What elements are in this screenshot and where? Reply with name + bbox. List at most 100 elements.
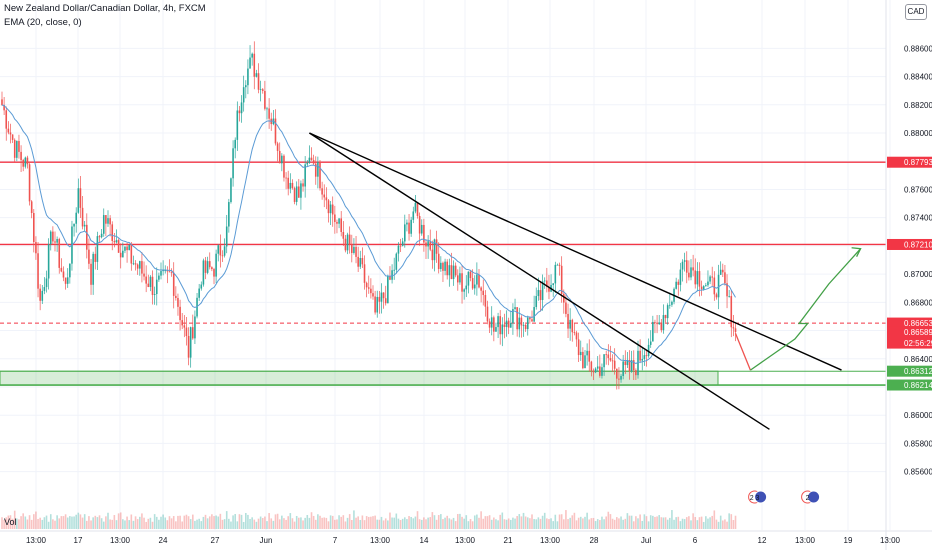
candle-body — [692, 267, 694, 271]
volume-bar — [162, 514, 164, 529]
candle-body — [730, 296, 733, 328]
candle-body — [134, 263, 137, 265]
candle-body — [122, 250, 124, 258]
volume-bar — [582, 518, 584, 529]
candle-body — [397, 245, 400, 254]
candle-body — [446, 261, 448, 276]
candle-body — [679, 269, 682, 285]
volume-bar — [300, 517, 302, 529]
candle-body — [136, 264, 139, 269]
candle-body — [334, 214, 336, 222]
price-label-bg — [887, 379, 932, 391]
volume-bar — [58, 518, 61, 529]
volume-bar — [30, 519, 33, 529]
candle-body — [83, 224, 86, 227]
volume-bar — [206, 518, 209, 529]
price-label-bg — [887, 156, 932, 168]
candle-body — [189, 327, 192, 358]
volume-bar — [278, 519, 281, 529]
candle-body — [308, 157, 311, 163]
candle-body — [660, 322, 663, 331]
candle-body — [62, 271, 65, 278]
candle-body — [654, 321, 656, 323]
candle-body — [1, 99, 3, 106]
volume-bar — [372, 516, 374, 529]
candle-body — [563, 293, 565, 303]
time-tick-label: 28 — [590, 536, 599, 545]
volume-bar — [240, 514, 243, 529]
candle-body — [376, 296, 379, 313]
candle-body — [516, 307, 518, 330]
candle-body — [331, 204, 334, 215]
volume-bar — [281, 515, 283, 529]
candle-body — [16, 141, 18, 158]
volume-bar — [478, 517, 480, 529]
candle-body — [319, 162, 321, 189]
currency-badge[interactable]: CAD — [905, 4, 927, 20]
candle-body — [728, 296, 730, 297]
candle-body — [537, 290, 540, 297]
volume-bar — [236, 521, 239, 529]
candle-body — [278, 150, 281, 164]
volume-bar — [730, 514, 733, 529]
currency-badge-label: CAD — [907, 7, 925, 16]
volume-bar — [548, 519, 550, 529]
volume-bar — [223, 519, 226, 529]
candle-body — [666, 305, 669, 319]
candle-body — [323, 194, 326, 198]
candle-body — [459, 273, 461, 283]
volume-bar — [194, 520, 196, 529]
volume-bar — [596, 519, 599, 529]
volume-bar — [3, 519, 5, 529]
time-tick-label: 6 — [693, 536, 698, 545]
volume-bar — [160, 516, 162, 529]
candle-body — [688, 272, 690, 278]
volume-bar — [486, 516, 489, 529]
volume-bar — [493, 517, 495, 529]
candle-body — [9, 132, 12, 135]
volume-bar — [397, 518, 400, 529]
candle-body — [393, 269, 395, 271]
volume-bar — [510, 519, 512, 529]
symbol-title[interactable]: New Zealand Dollar/Canadian Dollar, 4h, … — [4, 3, 206, 14]
candle-body — [482, 290, 485, 296]
volume-bar — [164, 517, 167, 529]
volume-bars — [1, 510, 737, 529]
volume-bar — [158, 519, 160, 529]
volume-bar — [340, 516, 342, 529]
volume-bar — [457, 513, 459, 529]
candle-body — [632, 360, 635, 371]
volume-bar — [172, 516, 175, 529]
candle-body — [427, 241, 429, 247]
volume-bar — [126, 516, 128, 529]
volume-bar — [151, 521, 154, 529]
candle-body — [183, 325, 186, 328]
volume-bar — [658, 515, 660, 529]
volume-bar — [134, 516, 137, 529]
volume-bar — [384, 518, 387, 529]
candle-body — [543, 280, 546, 282]
candle-body — [425, 242, 427, 247]
ema-legend[interactable]: EMA (20, close, 0) — [4, 17, 82, 28]
volume-bar — [624, 518, 627, 529]
volume-bar — [331, 515, 334, 529]
candle-body — [448, 265, 451, 276]
volume-bar — [202, 516, 205, 529]
volume-label: Vol — [4, 517, 17, 527]
candle-body — [607, 354, 610, 359]
candle-body — [529, 317, 531, 320]
price-label-text: 0.86653 — [904, 319, 932, 328]
projection-arrows — [734, 247, 862, 371]
price-tick-label: 0.85800 — [904, 439, 932, 448]
candle-body — [389, 276, 391, 280]
candle-body — [338, 218, 340, 224]
volume-bar — [274, 514, 277, 529]
candle-body — [541, 281, 544, 301]
candle-body — [249, 57, 251, 69]
volume-bar — [688, 516, 690, 529]
volume-bar — [529, 518, 531, 529]
volume-bar — [325, 517, 328, 529]
volume-bar — [107, 512, 109, 529]
